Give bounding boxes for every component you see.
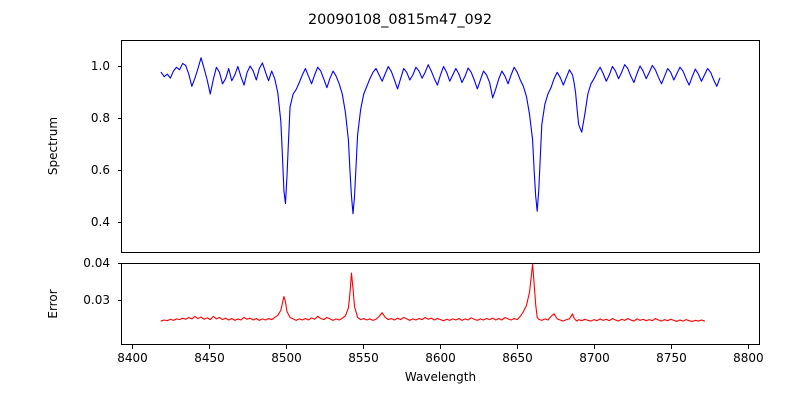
page-title: 20090108_0815m47_092 [307, 12, 493, 28]
spectrum-line-series [161, 58, 720, 214]
error-series-svg [122, 264, 759, 344]
x-tick-label: 8700 [579, 351, 610, 365]
error-ytick-mark [117, 300, 121, 302]
error-ytick-label: 0.03 [83, 293, 110, 307]
spectrum-plot-panel [121, 40, 760, 253]
error-plot-panel [121, 263, 760, 345]
x-tick-label: 8750 [656, 351, 687, 365]
spectrum-ytick-label: 1.0 [90, 59, 110, 73]
x-tick-mark [131, 345, 134, 349]
x-tick-label: 8650 [502, 351, 533, 365]
x-tick-label: 8600 [425, 351, 456, 365]
x-tick-mark [747, 345, 749, 349]
spectrum-ytick-mark [117, 222, 121, 224]
spectrum-ytick-label: 0.8 [90, 111, 110, 125]
x-tick-label: 8500 [271, 351, 302, 365]
spectrum-ytick-label: 0.6 [90, 163, 110, 177]
spectrum-ytick-mark [117, 66, 121, 68]
x-tick-mark [285, 345, 288, 349]
spectrum-series-svg [122, 41, 759, 252]
error-ytick-mark [117, 263, 121, 265]
x-tick-mark [593, 345, 596, 349]
x-tick-mark [208, 345, 211, 349]
x-axis-label: Wavelength [404, 370, 477, 384]
spectrum-ytick-label: 0.4 [90, 215, 110, 229]
x-tick-label: 8800 [733, 351, 764, 365]
x-tick-label: 8450 [194, 351, 225, 365]
x-tick-mark [439, 345, 442, 349]
spectrum-ytick-mark [117, 170, 121, 172]
error-ytick-label: 0.04 [83, 256, 110, 270]
x-tick-mark [670, 345, 672, 349]
x-tick-mark [362, 345, 365, 349]
x-tick-label: 8400 [117, 351, 148, 365]
x-tick-label: 8550 [348, 351, 379, 365]
error-line-series [161, 264, 704, 321]
spectrum-ytick-mark [117, 118, 121, 120]
x-tick-mark [516, 345, 519, 349]
